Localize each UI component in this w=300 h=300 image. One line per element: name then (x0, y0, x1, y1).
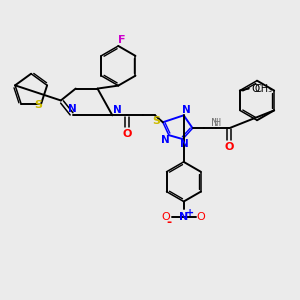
Text: O: O (225, 142, 234, 152)
Text: N: N (161, 135, 170, 145)
Text: F: F (118, 35, 125, 45)
Text: O: O (196, 212, 205, 222)
Text: N: N (113, 105, 122, 116)
Text: O: O (252, 84, 260, 94)
Text: O: O (122, 129, 132, 139)
Text: O: O (161, 212, 170, 222)
Text: N: N (68, 104, 77, 114)
Text: H: H (214, 118, 221, 128)
Text: N: N (211, 118, 218, 128)
Text: N: N (182, 105, 191, 116)
Text: S: S (34, 100, 42, 110)
Text: +: + (186, 208, 194, 218)
Text: S: S (152, 116, 160, 126)
Text: -: - (166, 216, 171, 229)
Text: CH₃: CH₃ (255, 84, 273, 94)
Text: N: N (179, 212, 188, 222)
Text: N: N (180, 139, 189, 149)
